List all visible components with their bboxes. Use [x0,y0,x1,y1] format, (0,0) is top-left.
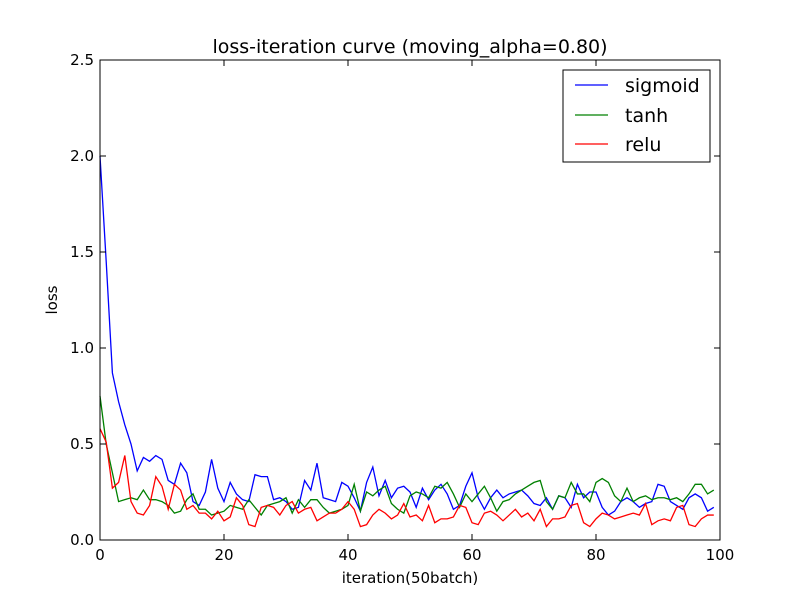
legend-label-tanh: tanh [625,105,668,127]
legend: sigmoid tanh relu [562,69,711,163]
legend-label-relu: relu [625,134,661,156]
y-tick-label: 0.5 [70,435,94,453]
series-line-relu [99,428,714,528]
series-lines [99,155,715,528]
x-tick-label: 40 [338,546,357,564]
y-tick-label: 2.0 [70,147,94,165]
x-tick-label: 80 [586,546,605,564]
x-axis-label: iteration(50batch) [342,569,479,587]
x-tick-label: 0 [95,546,105,564]
y-tick-label: 2.5 [70,51,94,69]
legend-label-sigmoid: sigmoid [625,75,700,97]
x-tick-label: 60 [462,546,481,564]
x-tick-label: 20 [214,546,233,564]
plot-frame [99,59,721,541]
y-tick-label: 1.0 [70,339,94,357]
y-tick-label: 1.5 [70,243,94,261]
y-tick-label: 0.0 [70,531,94,549]
y-axis-label: loss [43,285,61,314]
chart-title: loss-iteration curve (moving_alpha=0.80) [212,36,607,58]
series-line-tanh [99,395,715,517]
x-tick-label: 100 [706,546,735,564]
series-line-sigmoid [99,155,715,516]
tick-labels: 0 20 40 60 80 100 0.0 0.5 1.0 1.5 2.0 2.5 [70,51,734,564]
